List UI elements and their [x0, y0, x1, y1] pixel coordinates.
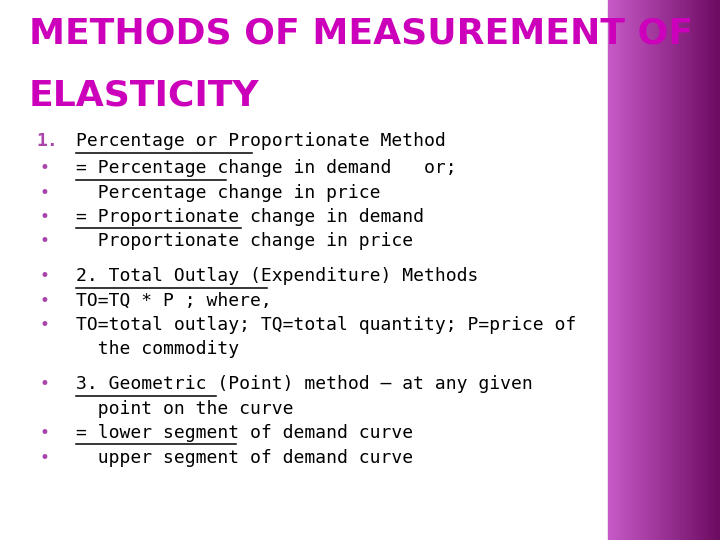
Text: TO=TQ * P ; where,: TO=TQ * P ; where, — [76, 292, 271, 309]
Text: •: • — [40, 449, 50, 467]
Bar — [708, 0, 711, 540]
Text: •: • — [40, 159, 50, 177]
Bar — [713, 0, 715, 540]
Text: TO=total outlay; TQ=total quantity; P=price of: TO=total outlay; TQ=total quantity; P=pr… — [76, 316, 576, 334]
Bar — [657, 0, 660, 540]
Bar — [662, 0, 665, 540]
Bar — [673, 0, 676, 540]
Text: = Percentage change in demand   or;: = Percentage change in demand or; — [76, 159, 456, 177]
Text: METHODS OF MEASUREMENT OF: METHODS OF MEASUREMENT OF — [29, 16, 693, 50]
Text: = lower segment of demand curve: = lower segment of demand curve — [76, 424, 413, 442]
Text: •: • — [40, 267, 50, 285]
Text: •: • — [40, 292, 50, 309]
Bar — [621, 0, 624, 540]
Bar — [627, 0, 629, 540]
Bar — [644, 0, 647, 540]
Text: ELASTICITY: ELASTICITY — [29, 78, 259, 112]
Bar — [647, 0, 650, 540]
Text: 2. Total Outlay (Expenditure) Methods: 2. Total Outlay (Expenditure) Methods — [76, 267, 478, 285]
Bar — [703, 0, 706, 540]
Bar — [681, 0, 683, 540]
Bar — [646, 0, 648, 540]
Text: upper segment of demand curve: upper segment of demand curve — [76, 449, 413, 467]
Bar — [616, 0, 618, 540]
Bar — [700, 0, 702, 540]
Bar — [692, 0, 695, 540]
Bar — [631, 0, 634, 540]
Bar — [636, 0, 639, 540]
Bar — [679, 0, 682, 540]
Bar — [608, 0, 611, 540]
Bar — [675, 0, 678, 540]
Bar — [655, 0, 657, 540]
Bar — [711, 0, 714, 540]
Text: 1.: 1. — [36, 132, 58, 150]
Bar — [668, 0, 670, 540]
Bar — [619, 0, 622, 540]
Bar — [666, 0, 669, 540]
Text: •: • — [40, 375, 50, 393]
Bar — [690, 0, 693, 540]
Text: 3. Geometric (Point) method – at any given: 3. Geometric (Point) method – at any giv… — [76, 375, 532, 393]
Text: Percentage change in price: Percentage change in price — [76, 184, 380, 201]
Text: •: • — [40, 184, 50, 201]
Bar — [624, 0, 626, 540]
Text: point on the curve: point on the curve — [76, 400, 293, 417]
Bar — [625, 0, 628, 540]
Bar — [701, 0, 704, 540]
Bar — [665, 0, 667, 540]
Bar — [678, 0, 680, 540]
Bar — [659, 0, 661, 540]
Bar — [660, 0, 663, 540]
Bar — [707, 0, 710, 540]
Bar — [687, 0, 689, 540]
Bar — [694, 0, 696, 540]
Text: the commodity: the commodity — [76, 340, 239, 358]
Bar — [634, 0, 637, 540]
Bar — [653, 0, 656, 540]
Bar — [629, 0, 631, 540]
Bar — [714, 0, 717, 540]
Bar — [685, 0, 687, 540]
Bar — [696, 0, 698, 540]
Text: Percentage or Proportionate Method: Percentage or Proportionate Method — [76, 132, 446, 150]
Bar — [618, 0, 621, 540]
Bar — [611, 0, 613, 540]
Bar — [698, 0, 701, 540]
Bar — [633, 0, 635, 540]
Bar — [716, 0, 719, 540]
Bar — [638, 0, 641, 540]
Text: = Proportionate change in demand: = Proportionate change in demand — [76, 208, 446, 226]
Text: •: • — [40, 232, 50, 250]
Bar — [670, 0, 672, 540]
Bar — [640, 0, 643, 540]
Bar — [705, 0, 708, 540]
Text: •: • — [40, 208, 50, 226]
Bar — [688, 0, 691, 540]
Bar — [672, 0, 674, 540]
Bar — [614, 0, 616, 540]
Bar — [649, 0, 652, 540]
Text: •: • — [40, 424, 50, 442]
Bar — [683, 0, 685, 540]
Bar — [718, 0, 720, 540]
Text: •: • — [40, 316, 50, 334]
Bar — [612, 0, 615, 540]
Bar — [651, 0, 654, 540]
Text: Proportionate change in price: Proportionate change in price — [76, 232, 413, 250]
Bar — [642, 0, 644, 540]
